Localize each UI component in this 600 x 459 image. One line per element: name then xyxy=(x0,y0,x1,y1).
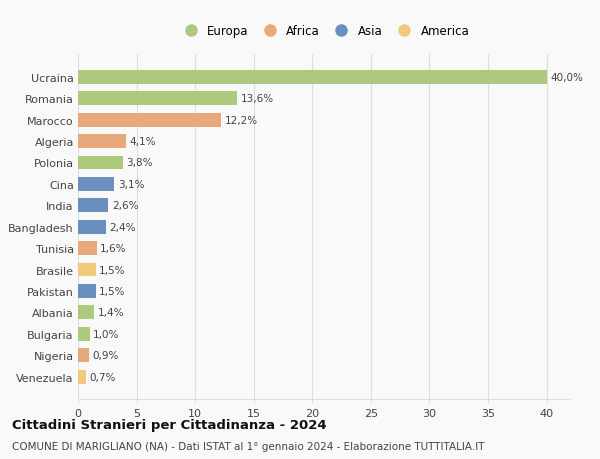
Bar xyxy=(78,135,126,149)
Text: COMUNE DI MARIGLIANO (NA) - Dati ISTAT al 1° gennaio 2024 - Elaborazione TUTTITA: COMUNE DI MARIGLIANO (NA) - Dati ISTAT a… xyxy=(12,441,485,451)
Bar xyxy=(78,284,95,298)
Text: Cittadini Stranieri per Cittadinanza - 2024: Cittadini Stranieri per Cittadinanza - 2… xyxy=(12,418,326,431)
Text: 1,5%: 1,5% xyxy=(99,286,125,296)
Text: 2,6%: 2,6% xyxy=(112,201,139,211)
Bar xyxy=(78,263,95,277)
Bar xyxy=(78,71,547,84)
Text: 0,9%: 0,9% xyxy=(92,350,118,360)
Text: 3,8%: 3,8% xyxy=(126,158,152,168)
Text: 1,5%: 1,5% xyxy=(99,265,125,275)
Text: 1,6%: 1,6% xyxy=(100,244,127,253)
Text: 3,1%: 3,1% xyxy=(118,179,145,190)
Text: 1,0%: 1,0% xyxy=(93,329,119,339)
Text: 2,4%: 2,4% xyxy=(110,222,136,232)
Text: 0,7%: 0,7% xyxy=(90,372,116,382)
Bar xyxy=(78,327,90,341)
Text: 1,4%: 1,4% xyxy=(98,308,124,318)
Bar xyxy=(78,178,115,191)
Bar xyxy=(78,220,106,234)
Bar xyxy=(78,348,89,362)
Bar xyxy=(78,113,221,127)
Bar xyxy=(78,199,109,213)
Text: 40,0%: 40,0% xyxy=(550,73,583,83)
Bar xyxy=(78,370,86,384)
Text: 4,1%: 4,1% xyxy=(130,137,156,147)
Bar xyxy=(78,306,94,319)
Bar xyxy=(78,241,97,256)
Legend: Europa, Africa, Asia, America: Europa, Africa, Asia, America xyxy=(174,20,474,42)
Bar xyxy=(78,92,238,106)
Bar xyxy=(78,156,122,170)
Text: 13,6%: 13,6% xyxy=(241,94,274,104)
Text: 12,2%: 12,2% xyxy=(224,115,257,125)
